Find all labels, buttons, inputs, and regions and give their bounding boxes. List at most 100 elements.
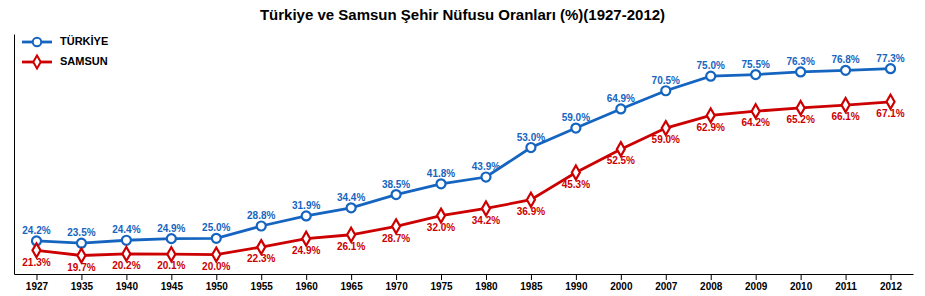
- series-marker: [347, 228, 355, 242]
- x-tick: 2008: [700, 274, 723, 292]
- data-label: 34.2%: [472, 215, 500, 226]
- data-label: 41.8%: [427, 168, 455, 179]
- x-tick: 1965: [341, 274, 364, 292]
- series-marker: [167, 247, 175, 261]
- x-tick-label: 1927: [26, 281, 49, 292]
- x-tick: 1945: [161, 274, 184, 292]
- x-tick: 2000: [610, 274, 633, 292]
- x-tick-label: 1990: [565, 281, 588, 292]
- data-label: 28.7%: [382, 233, 410, 244]
- data-label: 65.2%: [786, 114, 814, 125]
- x-tick: 1960: [296, 274, 319, 292]
- x-tick: 1955: [251, 274, 274, 292]
- x-tick-label: 2012: [880, 281, 903, 292]
- x-tick: 1940: [116, 274, 139, 292]
- data-labels: 24.2%23.5%24.4%24.9%25.0%28.8%31.9%34.4%…: [22, 53, 905, 273]
- x-tick-label: 1965: [341, 281, 364, 292]
- data-label: 24.2%: [22, 225, 50, 236]
- data-label: 32.0%: [427, 222, 455, 233]
- x-tick-mark: [171, 274, 172, 280]
- x-tick-label: 1975: [430, 281, 453, 292]
- x-tick-mark: [126, 274, 127, 280]
- series-marker: [527, 193, 535, 207]
- x-tick-mark: [846, 274, 847, 280]
- x-axis-line: [15, 274, 914, 275]
- series-marker: [752, 104, 760, 118]
- x-tick-label: 1955: [251, 281, 274, 292]
- series-marker: [302, 211, 311, 220]
- series-marker: [77, 239, 86, 248]
- data-label: 34.4%: [337, 192, 365, 203]
- x-tick-mark: [81, 274, 82, 280]
- data-label: 59.0%: [562, 112, 590, 123]
- data-label: 38.5%: [382, 179, 410, 190]
- x-axis: 1927193519401945195019551960196519701975…: [15, 274, 914, 292]
- x-tick-mark: [261, 274, 262, 280]
- series-marker: [617, 142, 625, 156]
- x-tick-label: 2008: [700, 281, 723, 292]
- data-label: 43.9%: [472, 161, 500, 172]
- x-tick-label: 1960: [296, 281, 319, 292]
- series-marker: [751, 70, 760, 79]
- data-label: 20.1%: [157, 260, 185, 271]
- x-tick: 2011: [835, 274, 857, 292]
- data-label: 76.8%: [831, 54, 859, 65]
- x-tick: 1990: [565, 274, 588, 292]
- data-label: 36.9%: [517, 206, 545, 217]
- y-axis-line: [14, 35, 15, 275]
- series-marker: [526, 143, 535, 152]
- series-marker: [122, 247, 130, 261]
- legend-marker: [33, 38, 41, 46]
- x-tick-mark: [576, 274, 577, 280]
- series-marker: [661, 86, 670, 95]
- x-tick: 1970: [385, 274, 408, 292]
- title: Türkiye ve Samsun Şehir Nüfusu Oranları …: [260, 6, 665, 23]
- x-tick-label: 1970: [385, 281, 408, 292]
- chart: 1927193519401945195019551960196519701975…: [0, 0, 925, 296]
- series-marker: [167, 234, 176, 243]
- x-tick: 1985: [520, 274, 543, 292]
- x-tick: 2010: [790, 274, 813, 292]
- x-tick-label: 1945: [161, 281, 184, 292]
- series-marker: [32, 243, 40, 257]
- x-tick-mark: [711, 274, 712, 280]
- x-tick-mark: [441, 274, 442, 280]
- series-marker: [122, 236, 131, 245]
- data-label: 45.3%: [562, 179, 590, 190]
- x-tick: 2007: [655, 274, 678, 292]
- series-marker: [571, 124, 580, 133]
- x-tick: 1927: [26, 274, 49, 292]
- x-tick-mark: [351, 274, 352, 280]
- series-marker: [437, 179, 446, 188]
- data-label: 62.9%: [697, 122, 725, 133]
- series-marker: [796, 67, 805, 76]
- series-marker: [302, 232, 310, 246]
- series-marker: [392, 219, 400, 233]
- series-marker: [482, 202, 490, 216]
- data-label: 26.1%: [337, 241, 365, 252]
- legend-marker: [33, 56, 40, 69]
- data-label: 24.4%: [112, 224, 140, 235]
- data-label: 24.9%: [292, 245, 320, 256]
- data-label: 52.5%: [607, 155, 635, 166]
- legend: TÜRKİYESAMSUN: [22, 35, 108, 69]
- series-marker: [616, 104, 625, 113]
- data-label: 70.5%: [652, 75, 680, 86]
- x-tick-mark: [891, 274, 892, 280]
- series-marker: [572, 166, 580, 180]
- data-label: 21.3%: [22, 257, 50, 268]
- data-label: 20.0%: [202, 261, 230, 272]
- data-label: 24.9%: [157, 223, 185, 234]
- x-tick-mark: [756, 274, 757, 280]
- x-tick-mark: [666, 274, 667, 280]
- series-marker: [392, 190, 401, 199]
- series-marker: [842, 98, 850, 112]
- x-tick-label: 1950: [206, 281, 229, 292]
- series-line: [36, 102, 890, 256]
- data-label: 59.0%: [652, 134, 680, 145]
- x-tick: 1950: [206, 274, 229, 292]
- data-label: 75.5%: [741, 59, 769, 70]
- x-tick-mark: [306, 274, 307, 280]
- x-tick-label: 1940: [116, 281, 139, 292]
- series-line: [36, 69, 890, 243]
